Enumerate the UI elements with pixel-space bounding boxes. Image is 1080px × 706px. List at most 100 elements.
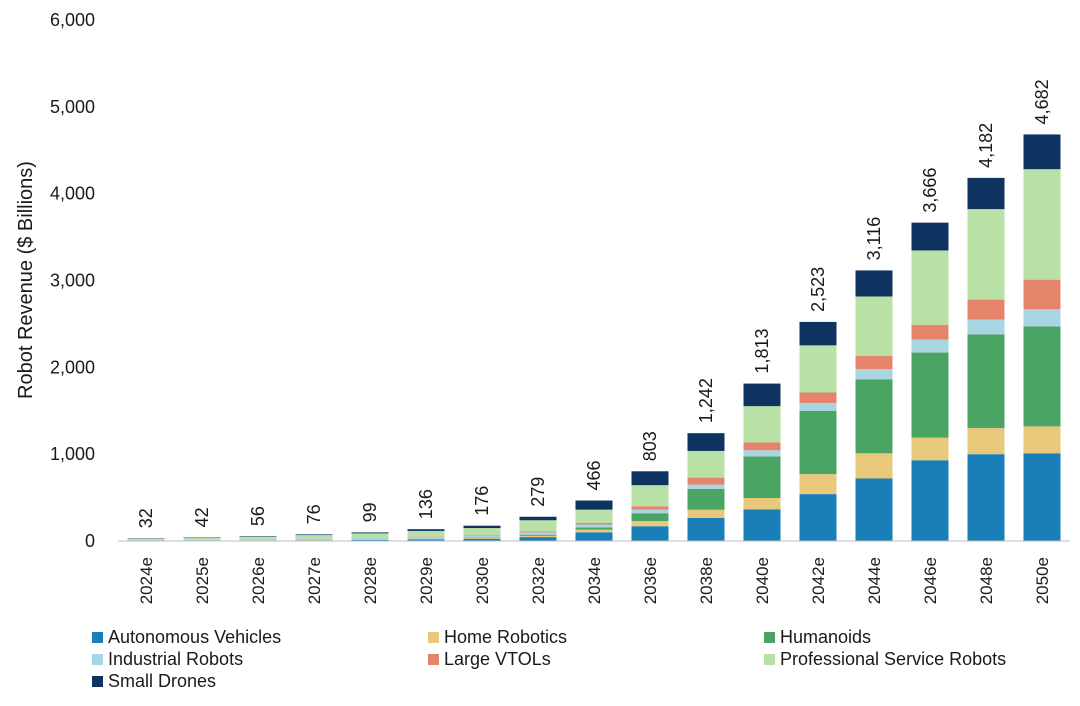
total-label: 466 [584, 460, 604, 490]
bar-segment [295, 535, 333, 539]
bar-segment [855, 296, 893, 357]
bar-segment [463, 525, 501, 529]
x-tick-label: 2042e [809, 557, 828, 604]
bar-segment [743, 406, 781, 443]
legend-label: Industrial Robots [108, 649, 243, 669]
bar-segment [463, 535, 501, 538]
bar-segment [687, 517, 725, 541]
bar-segment [687, 477, 725, 485]
bar-segment [1023, 426, 1061, 454]
x-tick-label: 2036e [641, 557, 660, 604]
bar-segment [911, 222, 949, 251]
x-tick-label: 2024e [137, 557, 156, 604]
y-tick-label: 4,000 [50, 184, 95, 204]
bar-segment [631, 509, 669, 514]
bar-segment [967, 428, 1005, 455]
bar-segment [855, 453, 893, 479]
bar-segment [575, 509, 613, 523]
bar-segment [519, 531, 557, 533]
bar-segment [743, 383, 781, 407]
bar-segment [631, 526, 669, 541]
bar-segment [575, 522, 613, 525]
bar-segment [1023, 134, 1061, 170]
bar-segment [855, 478, 893, 541]
y-axis-label: Robot Revenue ($ Billions) [15, 161, 37, 399]
total-label: 32 [136, 508, 156, 528]
x-tick-label: 2028e [361, 557, 380, 604]
x-axis: 2024e 2025e 2026e 2027e 2028e 2029e 2030e 2032e… [118, 540, 1070, 604]
bar-segment [351, 532, 389, 534]
x-tick-label: 2032e [529, 557, 548, 604]
bar-segment [799, 392, 837, 403]
bar-segment [1023, 169, 1061, 280]
bar-segment [575, 529, 613, 533]
legend-swatch [764, 632, 775, 643]
bar-segment [631, 506, 669, 510]
y-tick-label: 3,000 [50, 271, 95, 291]
bar-segment [1023, 309, 1061, 327]
bar-segment [799, 474, 837, 495]
bar-segment [351, 533, 389, 538]
y-axis: 0 1,000 2,000 3,000 4,000 5,000 6,000 [50, 10, 95, 551]
total-label: 42 [192, 507, 212, 527]
bar-segment [239, 536, 277, 537]
x-tick-label: 2044e [865, 557, 884, 604]
legend-swatch [428, 632, 439, 643]
y-tick-label: 0 [85, 531, 95, 551]
total-labels: 32 42 56 76 99 136 176 279 466 803 1,242 1,813 2,523… [136, 79, 1052, 528]
bar-segment [911, 460, 949, 541]
bar-segment [519, 535, 557, 538]
bar-segment [407, 538, 445, 540]
bar-segment [799, 321, 837, 346]
legend-label: Home Robotics [444, 627, 567, 647]
total-label: 76 [304, 504, 324, 524]
y-tick-label: 1,000 [50, 444, 95, 464]
bar-segment [631, 471, 669, 486]
bar-segment [519, 516, 557, 521]
x-tick-label: 2048e [977, 557, 996, 604]
bar-segment [967, 209, 1005, 300]
x-tick-label: 2025e [193, 557, 212, 604]
y-tick-label: 5,000 [50, 97, 95, 117]
bar-segment [519, 532, 557, 536]
bar-segment [687, 433, 725, 451]
total-label: 176 [472, 486, 492, 516]
bar-segment [687, 488, 725, 510]
x-tick-label: 2026e [249, 557, 268, 604]
bar-segment [743, 442, 781, 451]
bar-segment [743, 509, 781, 541]
bar-segment [183, 539, 221, 541]
bar-segment [519, 520, 557, 532]
x-tick-label: 2027e [305, 557, 324, 604]
bar-segment [855, 369, 893, 380]
bars [127, 134, 1061, 541]
bar-segment [911, 250, 949, 325]
legend-swatch [92, 654, 103, 665]
legend-label: Large VTOLs [444, 649, 551, 669]
bar-segment [575, 527, 613, 530]
x-tick-label: 2046e [921, 557, 940, 604]
bar-segment [631, 485, 669, 507]
legend-label: Autonomous Vehicles [108, 627, 281, 647]
bar-segment [911, 339, 949, 353]
bar-segment [743, 456, 781, 499]
bar-segment [687, 484, 725, 489]
y-tick-label: 2,000 [50, 357, 95, 377]
total-label: 3,116 [864, 217, 884, 261]
total-label: 803 [640, 431, 660, 461]
total-label: 56 [248, 506, 268, 526]
x-tick-label: 2038e [697, 557, 716, 604]
bar-segment [295, 534, 333, 536]
bar-segment [575, 500, 613, 510]
x-tick-label: 2030e [473, 557, 492, 604]
bar-segment [967, 299, 1005, 320]
total-label: 99 [360, 502, 380, 522]
legend-swatch [92, 676, 103, 687]
bar-segment [911, 324, 949, 340]
total-label: 1,813 [752, 329, 772, 374]
total-label: 2,523 [808, 267, 828, 312]
bar-segment [519, 535, 557, 536]
bar-segment [855, 379, 893, 454]
bar-segment [351, 539, 389, 541]
